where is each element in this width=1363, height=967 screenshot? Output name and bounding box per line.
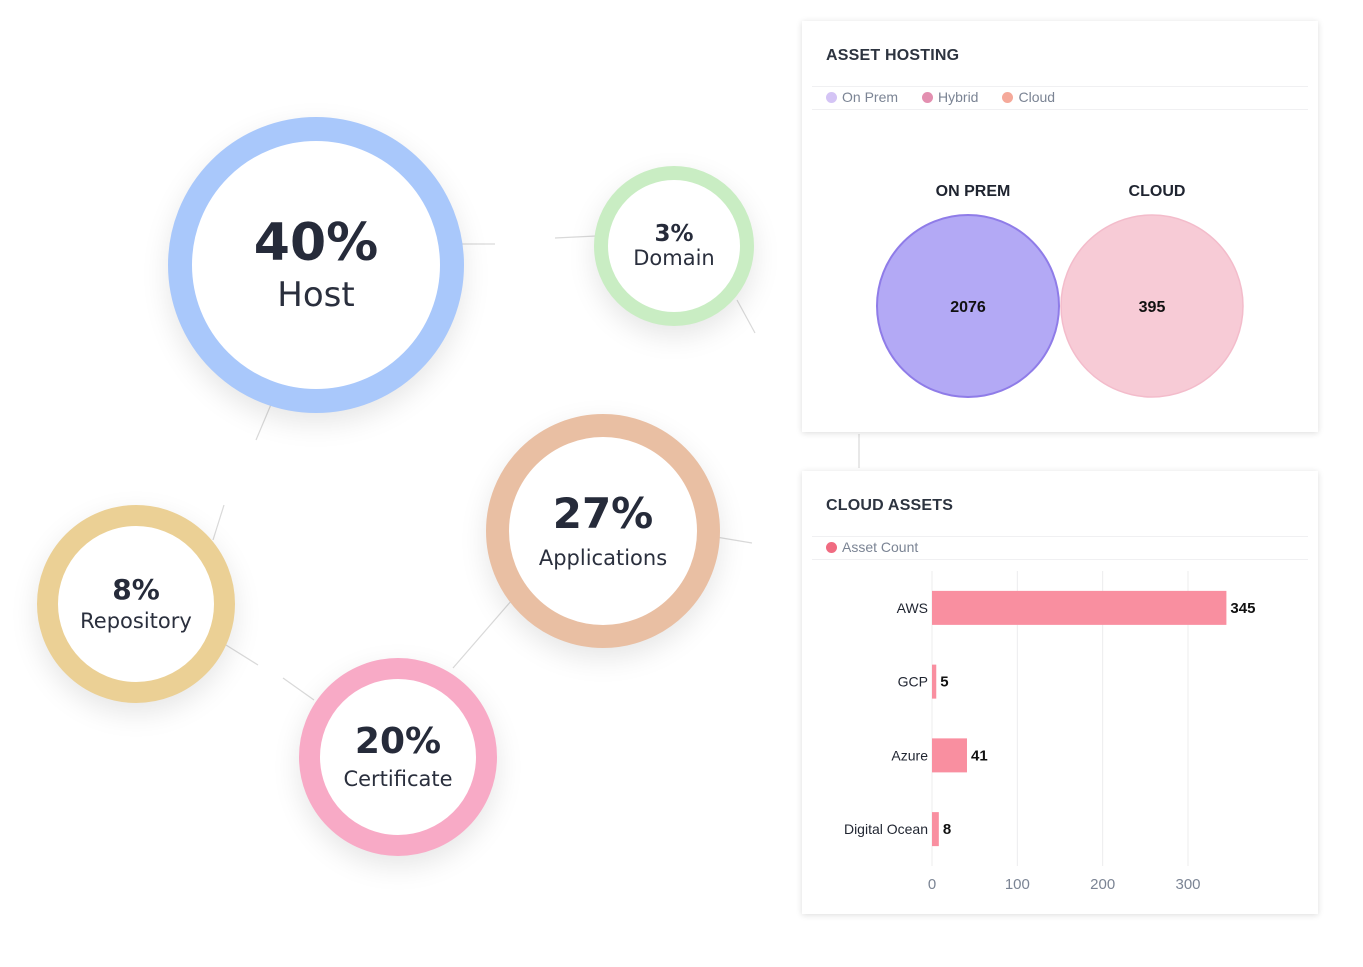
legend-dot-icon — [1002, 91, 1014, 103]
bubble-repository-percent: 8% — [112, 572, 160, 606]
bar-gcp[interactable] — [932, 664, 937, 699]
cloud-assets-card: CLOUD ASSETS Asset Count 0 100 200 300 AWS 34… — [802, 471, 1318, 914]
cloud-assets-title: CLOUD ASSETS — [826, 497, 954, 514]
y-category-label: GCP — [898, 674, 928, 690]
bar-value-label: 8 — [943, 821, 951, 838]
bar-value-label: 41 — [971, 747, 988, 764]
x-tick-label: 300 — [1175, 876, 1200, 893]
bubble-host: 40% Host — [168, 117, 464, 413]
venn-set-label-cloud: CLOUD — [1129, 183, 1186, 200]
bar-value-label: 5 — [940, 674, 948, 691]
x-tick-label: 100 — [1005, 876, 1030, 893]
cloud-assets-legend: Asset Count — [826, 539, 918, 555]
legend-dot-icon — [826, 91, 837, 103]
venn-circle-cloud[interactable] — [1060, 214, 1244, 398]
bubble-certificate: 20% Certificate — [299, 658, 497, 856]
legend-label: On Prem — [842, 89, 899, 105]
bubble-repository-label: Repository — [80, 609, 192, 634]
legend-item-on-prem[interactable]: On Prem — [826, 89, 898, 105]
bar-digital-ocean[interactable] — [932, 812, 939, 847]
bubble-host-percent: 40% — [253, 213, 379, 273]
venn-value-on-prem: 2076 — [950, 299, 986, 316]
bubble-applications-percent: 27% — [552, 489, 654, 539]
bubble-certificate-percent: 20% — [354, 720, 442, 762]
venn-set-label-on-prem: ON PREM — [936, 183, 1011, 200]
asset-hosting-legend: On Prem Hybrid Cloud — [826, 89, 1055, 105]
legend-dot-icon — [922, 91, 934, 103]
divider — [812, 109, 1308, 110]
bubble-applications-label: Applications — [538, 545, 668, 570]
cloud-assets-bar-chart: 0 100 200 300 AWS 345 GCP 5 Azure 41 Digital Ocean… — [844, 571, 1255, 893]
connector-line — [225, 644, 259, 666]
y-category-label: Digital Ocean — [844, 821, 928, 837]
venn-chart: ON PREM CLOUD 2076 395 — [876, 183, 1244, 398]
bar-value-label: 345 — [1230, 600, 1255, 617]
venn-value-cloud: 395 — [1139, 299, 1166, 316]
y-category-label: Azure — [891, 747, 928, 763]
divider — [812, 559, 1308, 560]
connector-line — [212, 504, 225, 541]
bubble-domain-percent: 3% — [654, 220, 694, 247]
connector-line — [282, 677, 315, 701]
bubble-repository: 8% Repository — [37, 505, 235, 703]
bubble-certificate-label: Certificate — [343, 767, 453, 792]
legend-item-asset-count[interactable]: Asset Count — [826, 539, 918, 555]
connector-line — [452, 599, 513, 669]
asset-hosting-title: ASSET HOSTING — [826, 47, 960, 64]
bubble-domain: 3% Domain — [594, 166, 754, 326]
y-category-label: AWS — [897, 600, 928, 616]
legend-label: Hybrid — [938, 89, 979, 105]
connector-line — [715, 536, 753, 544]
x-tick-label: 0 — [928, 876, 936, 893]
legend-label: Asset Count — [842, 539, 919, 555]
venn-circle-on-prem[interactable] — [876, 214, 1060, 398]
divider — [812, 536, 1308, 537]
bubble-applications: 27% Applications — [486, 414, 720, 648]
legend-item-hybrid[interactable]: Hybrid — [922, 89, 978, 105]
legend-dot-icon — [826, 541, 837, 553]
divider — [812, 86, 1308, 87]
connector-line — [554, 235, 597, 239]
asset-hosting-card: ASSET HOSTING On Prem Hybrid Cloud ON PR… — [802, 21, 1318, 432]
bubble-domain-label: Domain — [633, 246, 715, 271]
connector-line — [736, 299, 756, 334]
legend-label: Cloud — [1018, 89, 1056, 105]
bubble-host-label: Host — [277, 274, 355, 315]
bar-aws[interactable] — [932, 590, 1227, 625]
bar-azure[interactable] — [932, 738, 967, 773]
x-tick-label: 200 — [1090, 876, 1115, 893]
legend-item-cloud[interactable]: Cloud — [1002, 89, 1055, 105]
